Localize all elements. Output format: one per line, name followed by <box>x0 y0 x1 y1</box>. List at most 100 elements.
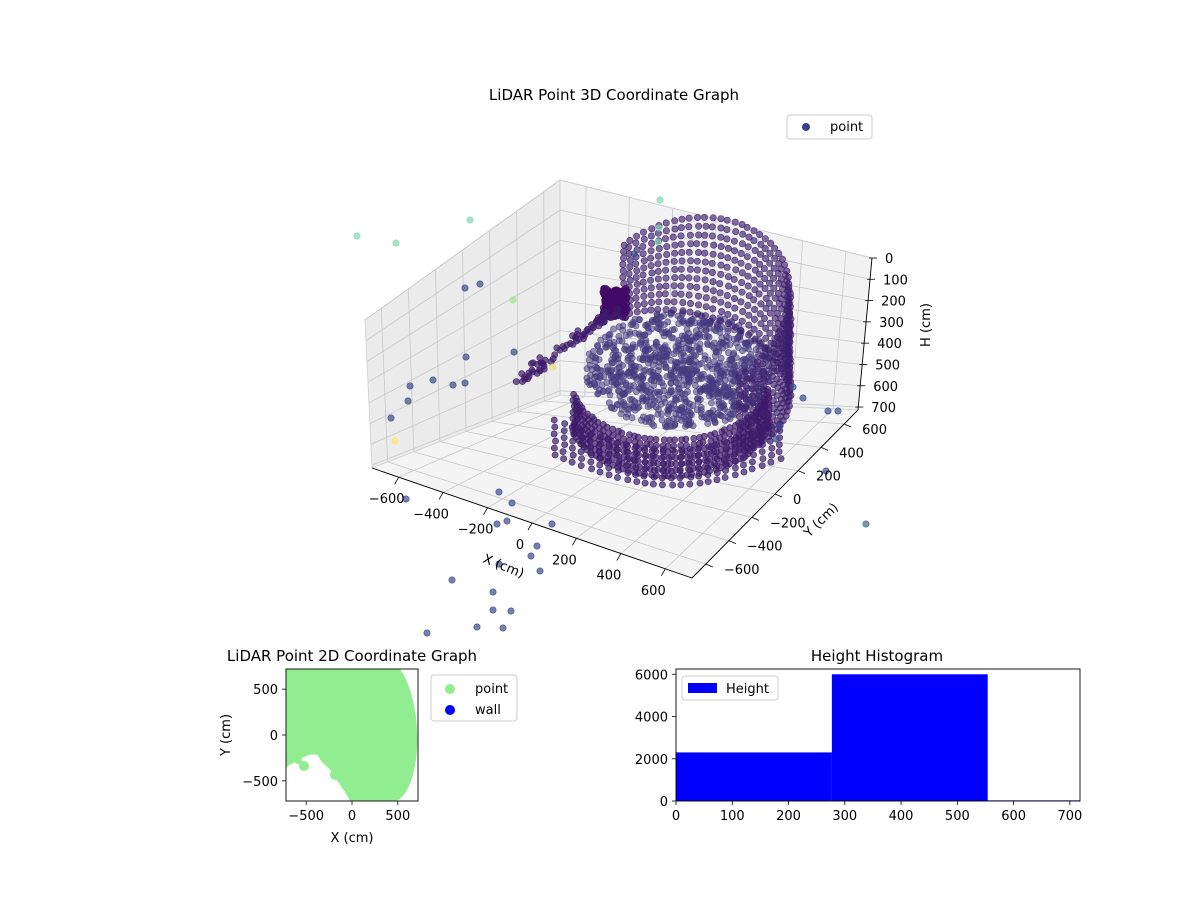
data-point <box>625 243 633 251</box>
data-point <box>747 350 755 358</box>
y-tick-label: −400 <box>747 540 783 555</box>
data-point <box>677 290 685 298</box>
data-point <box>569 451 577 459</box>
data-point <box>685 459 693 467</box>
point-cluster <box>287 749 297 759</box>
data-point <box>724 320 732 328</box>
data-point <box>669 446 677 454</box>
data-point <box>569 332 576 340</box>
data-point <box>561 441 569 448</box>
data-point <box>762 334 770 342</box>
data-point <box>607 372 615 379</box>
data-point <box>668 387 675 395</box>
data-point <box>624 354 632 362</box>
data-point <box>677 282 685 290</box>
data-point <box>751 286 759 294</box>
data-point <box>677 481 685 489</box>
data-point <box>669 334 677 342</box>
data-point <box>590 323 597 331</box>
data-point <box>685 274 693 282</box>
data-point <box>694 310 702 318</box>
data-point <box>570 430 578 438</box>
data-point <box>738 278 746 286</box>
data-point <box>633 478 641 485</box>
data-point <box>466 216 474 224</box>
data-point <box>626 276 634 284</box>
data-point <box>725 282 733 290</box>
data-point <box>605 457 612 465</box>
data-point <box>648 269 656 277</box>
data-point <box>756 310 764 318</box>
data-point <box>677 345 684 353</box>
data-point <box>695 472 702 480</box>
data-point <box>725 334 733 342</box>
data-point <box>723 235 731 243</box>
data-point <box>824 407 832 415</box>
data-point <box>617 410 625 418</box>
data-point <box>597 433 604 441</box>
data-point <box>686 466 694 474</box>
data-point <box>702 319 710 327</box>
legend-2d-marker-wall <box>445 705 455 715</box>
data-point <box>669 306 677 314</box>
data-point <box>723 226 731 234</box>
data-point <box>757 300 765 308</box>
z-tick-label: 400 <box>877 337 902 352</box>
data-point <box>766 249 774 257</box>
data-point <box>785 300 793 308</box>
data-point <box>770 264 778 272</box>
data-point <box>704 478 712 485</box>
data-point <box>533 542 541 550</box>
data-point <box>588 465 595 473</box>
data-point <box>616 392 624 400</box>
x-tick <box>438 492 444 500</box>
data-point <box>580 335 587 343</box>
data-point <box>635 403 643 411</box>
data-point <box>590 348 597 355</box>
data-point <box>552 437 559 445</box>
z-tick-label: 700 <box>871 401 896 416</box>
z-tick-label: 500 <box>875 358 900 373</box>
data-point <box>631 329 639 337</box>
data-point <box>671 274 679 282</box>
legend-2d-label-point: point <box>475 682 508 697</box>
data-point <box>695 444 703 452</box>
y-tick <box>751 516 760 521</box>
data-point <box>750 305 758 313</box>
data-point <box>716 404 724 412</box>
data-point <box>622 342 629 350</box>
data-point <box>655 224 663 232</box>
data-point <box>648 239 656 247</box>
data-point <box>732 464 739 472</box>
data-point <box>696 434 703 441</box>
data-point <box>755 387 763 395</box>
data-point <box>730 436 738 444</box>
data-point <box>730 237 738 245</box>
data-point <box>682 344 690 352</box>
x-tick-label: 200 <box>552 553 577 568</box>
y-tick-label-histogram: 2000 <box>635 753 668 768</box>
data-point <box>649 401 657 408</box>
data-point <box>784 273 792 281</box>
data-point <box>495 560 503 568</box>
data-point <box>662 219 670 227</box>
data-point <box>740 461 747 469</box>
data-point <box>697 387 705 395</box>
data-point <box>765 362 773 370</box>
data-point <box>685 223 693 231</box>
data-point <box>633 388 640 395</box>
data-point <box>641 444 648 452</box>
point-cluster <box>316 734 328 746</box>
data-point <box>702 294 710 302</box>
data-point <box>771 254 779 262</box>
data-point <box>679 317 687 325</box>
data-point <box>785 286 793 294</box>
data-point <box>631 315 639 323</box>
data-point <box>731 450 739 458</box>
data-point <box>744 282 752 290</box>
grid-line-z <box>369 330 561 425</box>
data-point <box>423 629 431 637</box>
data-point <box>510 348 518 356</box>
chart-2d-title: LiDAR Point 2D Coordinate Graph <box>227 647 477 665</box>
data-point <box>754 380 762 388</box>
